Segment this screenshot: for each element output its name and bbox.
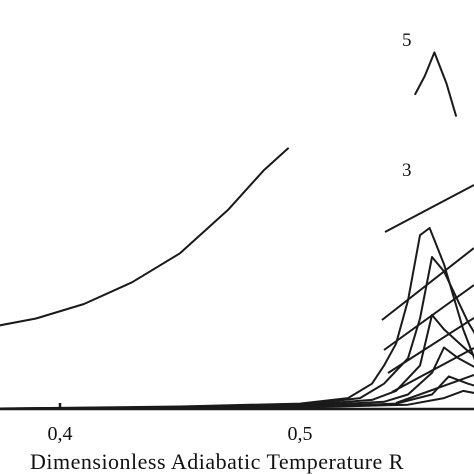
leader-line-4 xyxy=(387,317,474,374)
leader-line-6 xyxy=(395,374,474,404)
leader-line-5 xyxy=(391,347,474,393)
curve-label-5: 5 xyxy=(402,30,412,51)
leader-line-2 xyxy=(381,247,474,321)
x-tick-label-0: 0,4 xyxy=(48,423,73,445)
leader-lines-group xyxy=(381,184,474,404)
leader-line-3 xyxy=(383,284,474,351)
curves-group xyxy=(0,51,474,410)
x-axis-label: Dimensionless Adiabatic Temperature R xyxy=(30,449,404,474)
curve-label-3: 3 xyxy=(402,160,412,181)
x-tick-label-1: 0,5 xyxy=(288,423,313,445)
series-line-2 xyxy=(0,227,474,410)
series-line-1 xyxy=(0,147,289,327)
series-line-4 xyxy=(0,313,474,410)
series-line-8 xyxy=(414,51,457,117)
leader-line-1 xyxy=(384,184,474,233)
